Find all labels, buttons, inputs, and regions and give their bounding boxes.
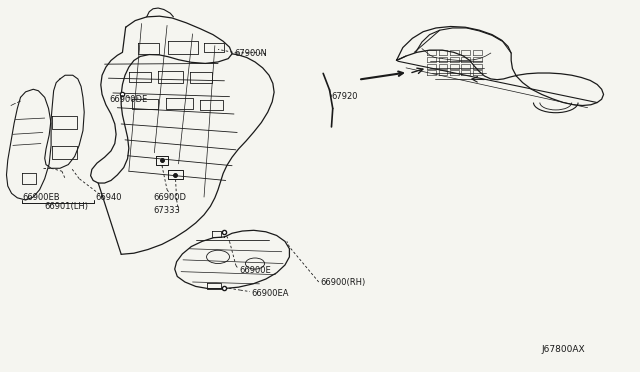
Text: 67920: 67920	[332, 92, 358, 101]
Text: 66900E: 66900E	[239, 266, 271, 275]
Text: 66900EA: 66900EA	[251, 289, 289, 298]
Text: 66900DE: 66900DE	[109, 95, 148, 104]
Text: 66900D: 66900D	[153, 193, 186, 202]
Text: 66900(RH): 66900(RH)	[320, 278, 365, 287]
Text: 66900EB: 66900EB	[22, 193, 60, 202]
Text: 67333: 67333	[153, 206, 180, 215]
Text: J67800AX: J67800AX	[541, 345, 586, 354]
Text: 66901(LH): 66901(LH)	[45, 202, 89, 211]
Text: 67900N: 67900N	[234, 49, 267, 58]
Text: 66940: 66940	[96, 193, 122, 202]
